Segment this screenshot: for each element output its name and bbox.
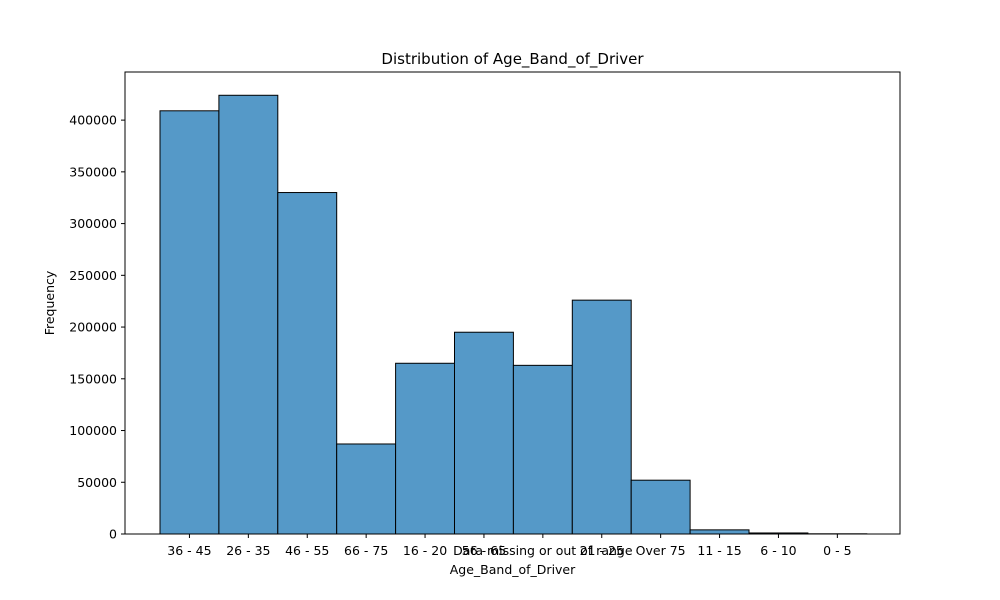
chart-title: Distribution of Age_Band_of_Driver xyxy=(381,50,644,69)
bars-layer xyxy=(159,94,868,535)
bar-4 xyxy=(395,362,456,535)
x-tick-label: 46 - 55 xyxy=(285,543,329,558)
y-tick-label: 200000 xyxy=(69,320,117,335)
x-tick-label: 26 - 35 xyxy=(226,543,270,558)
x-tick-label: 66 - 75 xyxy=(344,543,388,558)
x-tick-label: 21 - 25 xyxy=(580,543,624,558)
x-tick-label: 0 - 5 xyxy=(823,543,851,558)
x-axis-title: Age_Band_of_Driver xyxy=(450,562,576,577)
y-tick-label: 250000 xyxy=(69,268,117,283)
bar-5 xyxy=(454,331,514,535)
x-tick-label: 11 - 15 xyxy=(697,543,741,558)
y-tick-label: 50000 xyxy=(77,475,117,490)
bar-8 xyxy=(630,479,691,535)
bar-7 xyxy=(571,299,632,535)
bar-9 xyxy=(689,529,750,535)
x-tick-label: Over 75 xyxy=(636,543,686,558)
plot-frame xyxy=(124,71,901,535)
y-tick-label: 400000 xyxy=(69,113,117,128)
x-tick-label: 16 - 20 xyxy=(403,543,447,558)
x-tick-label: 56 - 65 xyxy=(462,543,506,558)
x-tick-label: Data missing or out of range xyxy=(453,543,633,558)
bar-1 xyxy=(218,94,279,535)
y-axis-title: Frequency xyxy=(42,270,57,335)
y-tick-label: 0 xyxy=(109,527,117,542)
y-tick-label: 350000 xyxy=(69,164,117,179)
bar-2 xyxy=(277,192,338,535)
y-tick-label: 100000 xyxy=(69,423,117,438)
y-tick-label: 300000 xyxy=(69,216,117,231)
x-tick-label: 6 - 10 xyxy=(760,543,796,558)
bar-0 xyxy=(159,110,220,535)
y-tick-label: 150000 xyxy=(69,371,117,386)
x-axis: 36 - 45 26 - 35 46 - 55 66 - 75 16 - 20 56 - … xyxy=(167,534,852,558)
bar-6 xyxy=(512,364,573,535)
x-tick-label: 36 - 45 xyxy=(167,543,211,558)
y-axis: 0 50000 100000 150000 200000 250000 300000 3500… xyxy=(69,113,125,542)
bar-3 xyxy=(336,443,397,535)
